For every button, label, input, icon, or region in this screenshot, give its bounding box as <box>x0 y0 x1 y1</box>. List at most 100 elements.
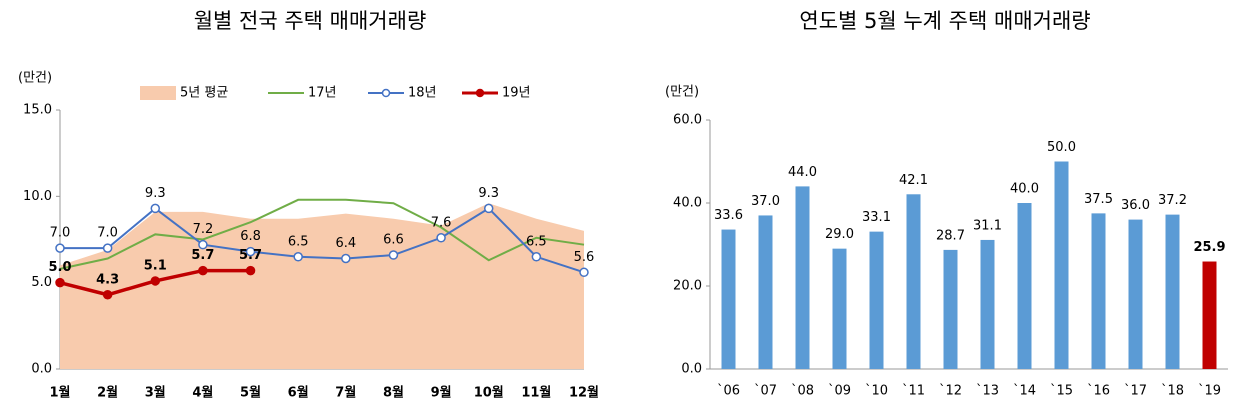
y-tick-label: 5.0 <box>31 275 52 290</box>
x-tick-label: 4월 <box>192 385 213 401</box>
bar <box>832 248 847 369</box>
data-label: 37.0 <box>751 194 780 209</box>
bar <box>721 229 736 369</box>
data-label: 37.2 <box>1158 193 1187 208</box>
x-tick-label: `13 <box>976 384 999 399</box>
area <box>60 203 584 369</box>
data-label: 6.8 <box>240 229 261 244</box>
x-tick-label: 5월 <box>240 385 261 401</box>
data-label: 6.5 <box>526 234 547 249</box>
data-label: 5.0 <box>48 260 71 275</box>
data-label: 9.3 <box>145 186 166 201</box>
x-tick-label: 3월 <box>145 385 166 401</box>
bar <box>906 194 921 369</box>
data-label: 31.1 <box>973 218 1002 233</box>
data-label: 42.1 <box>899 173 928 188</box>
legend-label: 5년 평균 <box>180 86 228 101</box>
x-tick-label: `15 <box>1050 384 1073 399</box>
x-tick-label: 12월 <box>569 385 599 401</box>
bar <box>869 231 884 369</box>
x-tick-label: `11 <box>902 384 925 399</box>
x-tick-label: `14 <box>1013 384 1036 399</box>
x-tick-label: `18 <box>1161 384 1184 399</box>
x-tick-label: `19 <box>1198 384 1221 399</box>
data-label: 37.5 <box>1084 192 1113 207</box>
bar <box>795 186 810 369</box>
point <box>245 246 256 257</box>
legend-label: 18년 <box>408 86 437 101</box>
x-tick-label: 7월 <box>335 385 356 401</box>
x-tick-label: `09 <box>828 384 851 399</box>
point <box>198 239 208 250</box>
x-tick-label: `07 <box>754 384 777 399</box>
data-label: 7.6 <box>431 215 452 230</box>
bar <box>1017 203 1032 369</box>
x-tick-label: 2월 <box>97 385 118 401</box>
point <box>579 267 589 278</box>
chart-title: 월별 전국 주택 매매거래량 <box>194 9 427 33</box>
y-tick-label: 40.0 <box>673 196 702 211</box>
x-tick-label: 11월 <box>521 385 551 401</box>
point <box>102 290 113 300</box>
data-label: 6.5 <box>288 234 309 249</box>
bar <box>1128 219 1143 369</box>
x-tick-label: 1월 <box>49 385 70 401</box>
x-tick-label: 6월 <box>288 385 309 401</box>
data-label: 33.1 <box>862 210 891 225</box>
point <box>293 252 303 262</box>
point <box>483 203 494 214</box>
data-label: 33.6 <box>714 208 743 223</box>
data-label: 44.0 <box>788 165 817 180</box>
point <box>150 276 161 286</box>
x-tick-label: `10 <box>865 384 888 399</box>
bar <box>1165 214 1180 369</box>
x-tick-label: `08 <box>791 384 814 399</box>
data-label: 7.0 <box>50 226 71 241</box>
data-label: 29.0 <box>825 227 854 242</box>
x-tick-label: 9월 <box>431 385 452 401</box>
data-label: 5.7 <box>191 248 214 263</box>
data-label: 36.0 <box>1121 198 1150 213</box>
y-tick-label: 15.0 <box>23 103 52 118</box>
legend-marker <box>381 88 391 98</box>
point <box>102 243 113 253</box>
legend-swatch <box>140 86 176 100</box>
legend-label: 17년 <box>308 86 337 101</box>
point <box>55 277 65 288</box>
y-tick-label: 0.0 <box>681 362 702 377</box>
x-tick-label: 8월 <box>383 385 404 401</box>
data-label: 5.6 <box>574 250 595 265</box>
y-tick-label: 0.0 <box>31 362 52 377</box>
data-label: 28.7 <box>936 228 965 243</box>
x-tick-label: `06 <box>717 384 740 399</box>
bar <box>1202 261 1217 369</box>
point <box>55 243 65 253</box>
data-label: 4.3 <box>96 272 119 287</box>
data-label: 7.0 <box>97 226 118 241</box>
data-label: 9.3 <box>478 186 499 201</box>
bar <box>980 239 995 369</box>
data-label: 6.4 <box>335 236 356 251</box>
point <box>436 233 446 243</box>
point <box>198 265 208 276</box>
x-tick-label: `12 <box>939 384 962 399</box>
legend-marker <box>475 88 485 98</box>
x-tick-label: `17 <box>1124 384 1147 399</box>
x-tick-label: `16 <box>1087 384 1110 399</box>
y-axis-label: (만건) <box>665 85 699 100</box>
x-tick-label: 10월 <box>474 385 504 401</box>
bar <box>758 215 773 369</box>
data-label: 25.9 <box>1193 240 1225 255</box>
bar <box>1054 161 1069 369</box>
chart-title: 연도별 5월 누계 주택 매매거래량 <box>799 9 1090 33</box>
legend-label: 19년 <box>502 86 531 101</box>
bar <box>1091 213 1106 369</box>
data-label: 5.1 <box>144 258 167 273</box>
line <box>60 207 585 274</box>
point <box>341 253 351 264</box>
bar <box>943 249 958 369</box>
point <box>388 250 399 260</box>
y-tick-label: 60.0 <box>673 113 702 128</box>
point <box>531 252 542 262</box>
